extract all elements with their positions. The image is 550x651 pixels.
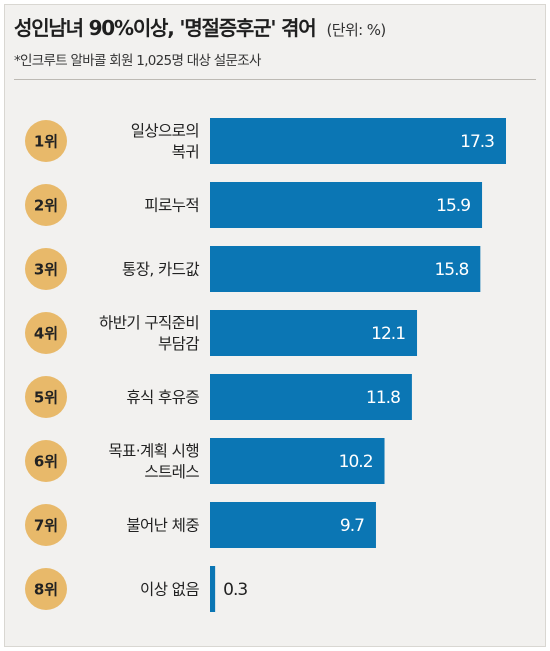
rank-label: 6위 [34,453,58,471]
category-label: 통장, 카드값 [122,261,199,279]
bar [210,182,483,228]
rank-badge [25,568,67,610]
rank-badge [25,120,67,162]
category-label: 목표·계획 시행 [108,442,199,460]
category-label: 일상으로의 [131,122,199,140]
rank-badge [25,440,67,482]
chart-subtitle: *인크루트 알바콜 회원 1,025명 대상 설문조사 [14,53,261,69]
category-label: 부담감 [158,335,199,353]
value-label: 15.8 [434,260,468,280]
rank-label: 8위 [34,581,58,599]
category-label: 불어난 체중 [126,517,199,535]
rank-label: 3위 [34,261,58,279]
category-label: 하반기 구직준비 [99,314,199,332]
category-label: 휴식 후유증 [126,389,199,407]
category-label: 피로누적 [144,197,199,215]
chart-title: 성인남녀 90%이상, '명절증후군' 겪어 [14,16,317,40]
value-label: 15.9 [436,196,470,216]
bar [210,310,418,356]
value-label: 0.3 [223,580,247,600]
rank-label: 7위 [34,517,58,535]
rank-badge [25,376,67,418]
title-divider [14,79,536,80]
bar [210,374,412,420]
rank-label: 5위 [34,389,58,407]
category-label: 이상 없음 [140,581,199,599]
bar [210,438,385,484]
rank-label: 4위 [34,325,58,343]
rank-badge [25,312,67,354]
bar [210,118,506,164]
category-label: 스트레스 [144,463,199,481]
unit-label: (단위: %) [326,21,387,39]
rank-badge [25,248,67,290]
category-label: 복귀 [172,143,199,161]
rank-label: 2위 [34,197,58,215]
value-label: 12.1 [371,324,405,344]
value-label: 11.8 [366,388,400,408]
rank-badge [25,504,67,546]
title-row: 성인남녀 90%이상, '명절증후군' 겪어 (단위: %) [14,12,386,41]
value-label: 10.2 [339,452,373,472]
bar [210,502,376,548]
rank-badge [25,184,67,226]
rank-label: 1위 [34,133,58,151]
value-label: 9.7 [340,516,364,536]
bar [210,246,481,292]
value-label: 17.3 [460,132,494,152]
bar [210,566,216,612]
